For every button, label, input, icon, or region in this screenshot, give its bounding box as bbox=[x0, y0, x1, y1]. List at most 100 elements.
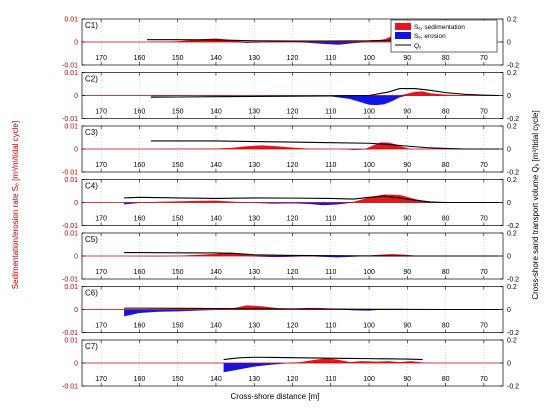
panel-label: C3) bbox=[85, 128, 98, 137]
x-tick-label: 150 bbox=[172, 269, 184, 276]
x-tick-label: 70 bbox=[480, 269, 488, 276]
y-tick-label-left: 0.01 bbox=[64, 338, 78, 345]
y-tick-label-left: -0.01 bbox=[62, 223, 78, 230]
x-tick-label: 150 bbox=[172, 216, 184, 223]
x-tick-label: 100 bbox=[363, 323, 375, 330]
y-tick-label-right: -0.2 bbox=[507, 170, 519, 177]
sedimentation-area bbox=[223, 358, 500, 363]
panel-label: C2) bbox=[85, 75, 98, 84]
x-tick-label: 70 bbox=[480, 55, 488, 62]
x-tick-label: 100 bbox=[363, 109, 375, 116]
y-tick-label-left: -0.01 bbox=[62, 116, 78, 123]
y-tick-label-right: 0 bbox=[507, 147, 511, 154]
x-tick-label: 140 bbox=[210, 55, 222, 62]
x-tick-label: 80 bbox=[442, 269, 450, 276]
y-tick-label-left: 0 bbox=[74, 147, 78, 154]
panel-7: 170 160 150 140 130 120 110 100 90 80 70 C7) -0.01 0 0… bbox=[62, 338, 519, 391]
x-tick-label: 130 bbox=[248, 376, 260, 383]
x-tick-label: 170 bbox=[95, 269, 107, 276]
panel-label: C5) bbox=[85, 235, 98, 244]
y-tick-label-right: 0.2 bbox=[507, 124, 517, 131]
x-tick-label: 140 bbox=[210, 162, 222, 169]
x-tick-label: 70 bbox=[480, 376, 488, 383]
y-tick-label-right: -0.2 bbox=[507, 384, 519, 391]
qx-line bbox=[124, 195, 500, 204]
x-tick-label: 80 bbox=[442, 109, 450, 116]
x-tick-label: 110 bbox=[325, 376, 336, 383]
panel-5: 170 160 150 140 130 120 110 100 90 80 70 C5) -0.01 0 0… bbox=[62, 231, 519, 284]
panel-label: C1) bbox=[85, 21, 98, 30]
x-tick-label: 120 bbox=[287, 323, 299, 330]
y-axis-label-left: Sedimentation/erosion rate Sₑ [m³/m/tida… bbox=[11, 121, 20, 289]
y-tick-label-right: 0.2 bbox=[507, 338, 517, 345]
panel-label: C6) bbox=[85, 289, 98, 298]
y-tick-label-right: 0.2 bbox=[507, 284, 517, 291]
legend-swatch-sedimentation bbox=[395, 23, 411, 30]
y-axis-label-right: Cross-shore sand transport volume Qₓ [m³… bbox=[531, 110, 540, 299]
x-tick-label: 90 bbox=[403, 269, 411, 276]
x-tick-label: 70 bbox=[480, 109, 488, 116]
y-tick-label-right: -0.2 bbox=[507, 277, 519, 284]
x-tick-label: 160 bbox=[134, 269, 146, 276]
x-tick-label: 130 bbox=[248, 269, 260, 276]
x-tick-label: 160 bbox=[134, 216, 146, 223]
x-tick-label: 120 bbox=[287, 162, 299, 169]
x-tick-label: 120 bbox=[287, 269, 299, 276]
sedimentation-area bbox=[124, 194, 500, 203]
x-tick-label: 130 bbox=[248, 216, 260, 223]
y-tick-label-right: -0.2 bbox=[507, 63, 519, 70]
y-tick-label-left: -0.01 bbox=[62, 170, 78, 177]
y-tick-label-left: 0 bbox=[74, 40, 78, 47]
series-area-group bbox=[82, 140, 503, 150]
x-tick-label: 160 bbox=[134, 162, 146, 169]
x-tick-label: 130 bbox=[248, 162, 260, 169]
x-tick-label: 130 bbox=[248, 55, 260, 62]
x-tick-label: 100 bbox=[363, 376, 375, 383]
series-area-group bbox=[82, 194, 503, 206]
series-area-group bbox=[82, 356, 503, 373]
y-tick-label-right: -0.2 bbox=[507, 116, 519, 123]
x-tick-label: 160 bbox=[134, 323, 146, 330]
x-tick-label: 130 bbox=[248, 323, 260, 330]
erosion-area bbox=[124, 309, 500, 317]
x-tick-label: 110 bbox=[325, 55, 336, 62]
y-tick-label-right: 0 bbox=[507, 254, 511, 261]
legend: Sₑ, sedimentation Sₑ, erosion Qₓ bbox=[390, 19, 498, 53]
x-tick-label: 120 bbox=[287, 109, 299, 116]
erosion-area bbox=[147, 42, 500, 45]
qx-line bbox=[124, 252, 500, 257]
x-tick-label: 110 bbox=[325, 109, 336, 116]
series-area-group bbox=[82, 88, 503, 106]
sedimentation-area bbox=[150, 91, 500, 96]
y-tick-label-left: 0.01 bbox=[64, 177, 78, 184]
panel-2: 170 160 150 140 130 120 110 100 90 80 70 C2) -0.01 0 0… bbox=[62, 70, 519, 123]
legend-swatch-erosion bbox=[395, 32, 411, 39]
panel-label: C4) bbox=[85, 182, 98, 191]
y-tick-label-left: 0.01 bbox=[64, 284, 78, 291]
x-tick-label: 130 bbox=[248, 109, 260, 116]
panel-3: 170 160 150 140 130 120 110 100 90 80 70 C3) -0.01 0 0… bbox=[62, 124, 519, 177]
x-axis-label: Cross-shore distance [m] bbox=[231, 392, 320, 401]
y-tick-label-right: 0 bbox=[507, 361, 511, 368]
x-tick-label: 120 bbox=[287, 55, 299, 62]
y-tick-label-right: 0 bbox=[507, 40, 511, 47]
x-tick-label: 170 bbox=[95, 109, 107, 116]
y-tick-label-left: -0.01 bbox=[62, 330, 78, 337]
erosion-area bbox=[223, 363, 500, 373]
x-tick-label: 110 bbox=[325, 269, 336, 276]
x-tick-label: 80 bbox=[442, 323, 450, 330]
x-tick-label: 80 bbox=[442, 216, 450, 223]
y-tick-label-left: 0 bbox=[74, 307, 78, 314]
x-tick-label: 120 bbox=[287, 376, 299, 383]
legend-label-erosion: Sₑ, erosion bbox=[414, 33, 446, 40]
x-tick-label: 170 bbox=[95, 162, 107, 169]
y-tick-label-left: 0.01 bbox=[64, 70, 78, 77]
y-tick-label-left: 0 bbox=[74, 93, 78, 100]
x-tick-label: 70 bbox=[480, 216, 488, 223]
y-tick-label-right: 0.2 bbox=[507, 70, 517, 77]
x-tick-label: 140 bbox=[210, 323, 222, 330]
x-tick-label: 140 bbox=[210, 376, 222, 383]
y-tick-label-left: 0.01 bbox=[64, 231, 78, 238]
x-tick-label: 90 bbox=[403, 376, 411, 383]
x-tick-label: 150 bbox=[172, 323, 184, 330]
